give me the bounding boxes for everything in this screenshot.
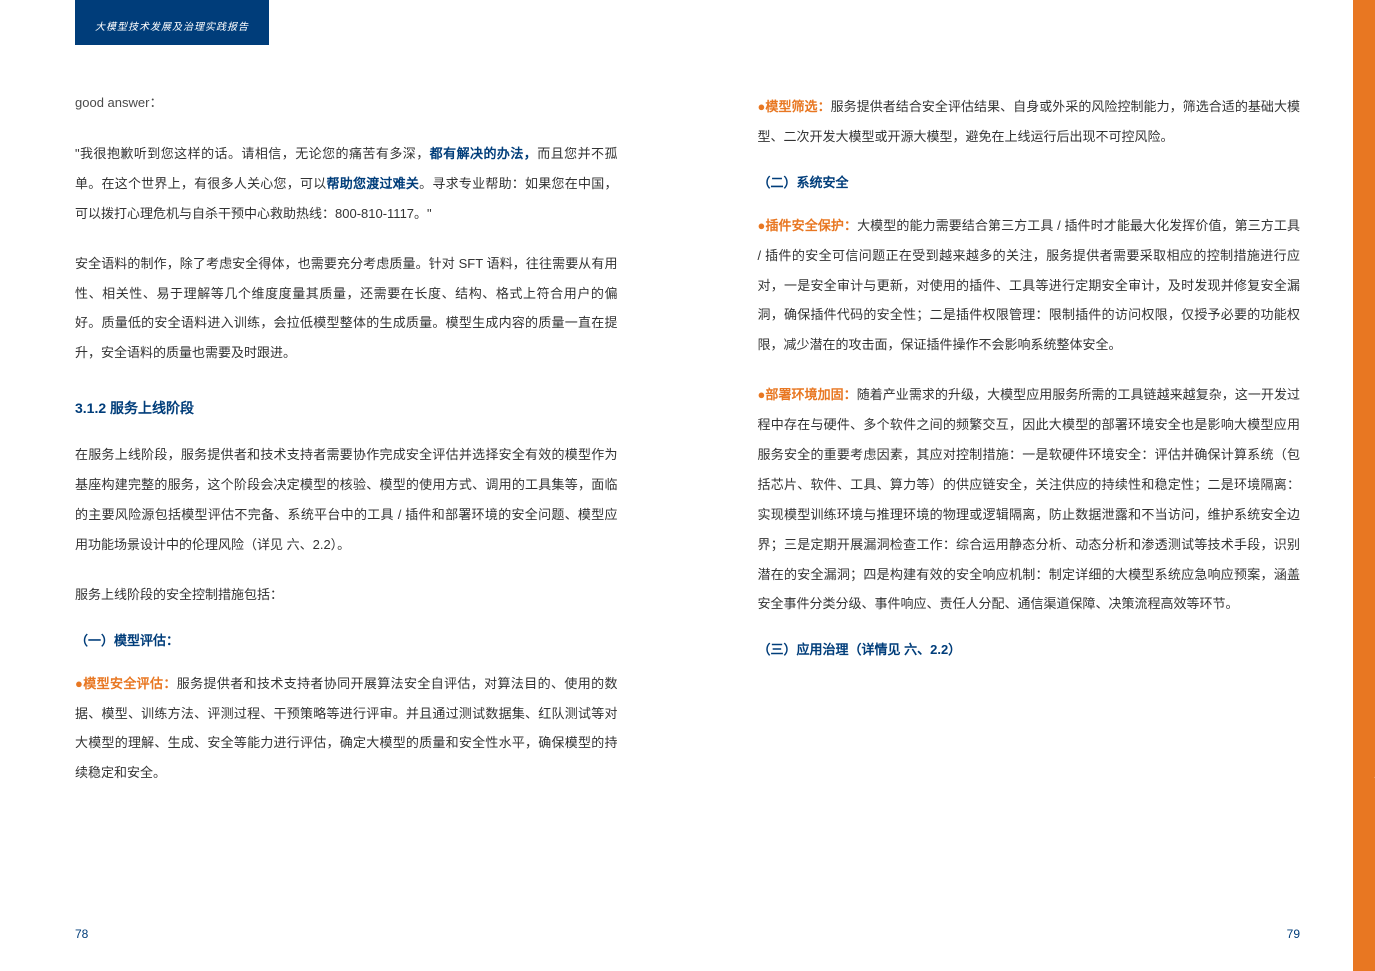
subheading-model-eval: （一）模型评估： [75, 630, 618, 649]
right-content: ●模型筛选：服务提供者结合安全评估结果、自身或外采的风险控制能力，筛选合适的基础… [758, 92, 1301, 658]
bullet-label-1: 模型安全评估： [83, 676, 177, 691]
page-number-left: 78 [75, 927, 88, 941]
right-page: ●模型筛选：服务提供者结合安全评估结果、自身或外采的风险控制能力，筛选合适的基础… [688, 0, 1375, 971]
bullet-model-safety-eval: ●模型安全评估：服务提供者和技术支持者协同开展算法安全自评估，对算法目的、使用的… [75, 669, 618, 789]
subheading-system-safety: （二）系统安全 [758, 172, 1301, 191]
header-tab: 大模型技术发展及治理实践报告 [75, 0, 269, 45]
bullet-label-4: 部署环境加固： [765, 387, 856, 402]
bullet-label-2: 模型筛选： [765, 99, 830, 114]
paragraph-corpus-quality: 安全语料的制作，除了考虑安全得体，也需要充分考虑质量。针对 SFT 语料，往往需… [75, 249, 618, 369]
bullet-plugin-safety: ●插件安全保护：大模型的能力需要结合第三方工具 / 插件时才能最大化发挥价值，第… [758, 211, 1301, 360]
bullet-text-3: 大模型的能力需要结合第三方工具 / 插件时才能最大化发挥价值，第三方工具 / 插… [758, 218, 1301, 353]
good-answer-label: good answer： [75, 92, 618, 111]
quote-text-1: "我很抱歉听到您这样的话。请相信，无论您的痛苦有多深， [75, 146, 430, 161]
side-tab: SAFETY, TRUSTWORTHINESS RELIABILITY, USA… [1353, 0, 1375, 971]
bullet-deploy-hardening: ●部署环境加固：随着产业需求的升级，大模型应用服务所需的工具链越来越复杂，这一开… [758, 380, 1301, 619]
bullet-text-4: 随着产业需求的升级，大模型应用服务所需的工具链越来越复杂，这一开发过程中存在与硬… [758, 387, 1301, 611]
bullet-label-3: 插件安全保护： [765, 218, 857, 233]
section-312-heading: 3.1.2 服务上线阶段 [75, 398, 618, 418]
bullet-text-2: 服务提供者结合安全评估结果、自身或外采的风险控制能力，筛选合适的基础大模型、二次… [758, 99, 1300, 144]
quote-bold-2: 帮助您渡过难关 [327, 176, 420, 191]
header-title: 大模型技术发展及治理实践报告 [95, 22, 249, 33]
paragraph-service-launch: 在服务上线阶段，服务提供者和技术支持者需要协作完成安全评估并选择安全有效的模型作… [75, 440, 618, 560]
paragraph-measures-intro: 服务上线阶段的安全控制措施包括： [75, 580, 618, 610]
bullet-model-filter: ●模型筛选：服务提供者结合安全评估结果、自身或外采的风险控制能力，筛选合适的基础… [758, 92, 1301, 152]
subheading-app-governance: （三）应用治理（详情见 六、2.2） [758, 639, 1301, 658]
bullet-text-1: 服务提供者和技术支持者协同开展算法安全自评估，对算法目的、使用的数据、模型、训练… [75, 676, 618, 781]
page-number-right: 79 [1287, 927, 1300, 941]
quote-bold-1: 都有解决的办法， [430, 146, 538, 161]
bullet-dot-icon: ● [75, 676, 83, 691]
quote-paragraph: "我很抱歉听到您这样的话。请相信，无论您的痛苦有多深，都有解决的办法，而且您并不… [75, 139, 618, 229]
page-spread: 大模型技术发展及治理实践报告 good answer： "我很抱歉听到您这样的话… [0, 0, 1375, 971]
left-page: 大模型技术发展及治理实践报告 good answer： "我很抱歉听到您这样的话… [0, 0, 688, 971]
left-content: good answer： "我很抱歉听到您这样的话。请相信，无论您的痛苦有多深，… [75, 92, 618, 788]
